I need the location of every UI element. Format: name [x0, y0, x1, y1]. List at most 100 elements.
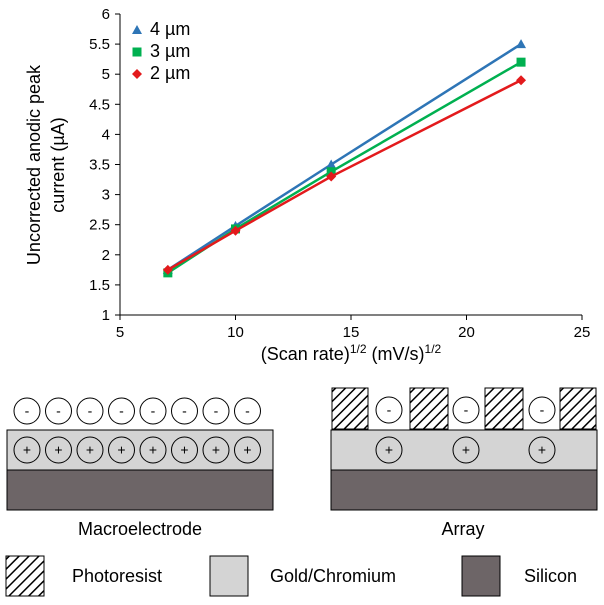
marker: [516, 75, 527, 86]
ion-sign: -: [387, 402, 392, 418]
ion: [234, 397, 261, 425]
ion: [202, 397, 230, 425]
marker: [516, 57, 526, 67]
ion-sign: -: [214, 403, 219, 419]
ion: [108, 436, 135, 464]
array-label: Array: [441, 519, 484, 539]
marker: [132, 69, 142, 79]
marker: [326, 159, 337, 169]
ion: [13, 436, 41, 464]
ion-sign: -: [151, 403, 156, 419]
ion-sign: +: [243, 442, 251, 458]
ion: [452, 396, 480, 424]
y-tick-label: 6: [102, 6, 110, 23]
marker: [516, 39, 527, 49]
ion: [139, 436, 167, 464]
legend-label: Photoresist: [72, 566, 162, 586]
ion-sign: +: [54, 442, 62, 458]
legend-label: Silicon: [524, 566, 577, 586]
photoresist: [559, 387, 597, 430]
ion-sign: +: [23, 442, 31, 458]
legend-label: 3 µm: [150, 41, 190, 61]
series-line: [167, 61, 522, 274]
ion: [45, 397, 72, 425]
silicon-layer: [330, 469, 598, 511]
series-line: [167, 43, 522, 271]
x-axis-label-part: 1/2: [350, 342, 367, 356]
diagram: Macroelectrode Array Photoresist Gold/Ch…: [5, 387, 598, 597]
ion: [202, 436, 230, 464]
x-axis-label-part: (Scan rate): [261, 344, 350, 364]
y-tick-label: 3.5: [89, 157, 110, 174]
silicon-layer: [6, 469, 274, 511]
marker: [162, 264, 173, 275]
ion: [375, 396, 403, 424]
macroelectrode-label: Macroelectrode: [78, 519, 202, 539]
y-axis-label: Uncorrected anodic peak: [24, 64, 44, 265]
ion: [171, 397, 198, 425]
ion-sign: -: [540, 402, 545, 418]
ion-sign: -: [25, 403, 30, 419]
marker: [132, 25, 142, 34]
y-tick-label: 2: [102, 247, 110, 264]
ion: [528, 396, 556, 424]
x-tick-label: 20: [458, 324, 475, 341]
y-tick-label: 5: [102, 66, 110, 83]
ion-sign: +: [86, 442, 94, 458]
marker: [132, 47, 142, 57]
ion: [139, 397, 167, 425]
ion-sign: +: [149, 442, 157, 458]
ion-sign: -: [245, 403, 250, 419]
photoresist: [331, 387, 369, 430]
ion-sign: +: [180, 442, 188, 458]
legend-label: 4 µm: [150, 19, 190, 39]
ion-sign: +: [462, 442, 470, 458]
ion: [108, 397, 135, 425]
ion-sign: -: [56, 403, 61, 419]
ion-sign: -: [182, 403, 187, 419]
y-tick-label: 4.5: [89, 96, 110, 113]
x-tick-label: 10: [227, 324, 244, 341]
ion: [45, 436, 72, 464]
y-tick-label: 4: [102, 126, 110, 143]
y-tick-label: 1.5: [89, 277, 110, 294]
y-tick-label: 2.5: [89, 217, 110, 234]
marker: [230, 225, 241, 236]
legend-label: 2 µm: [150, 63, 190, 83]
x-axis-label-part: (mV/s): [367, 344, 425, 364]
series-line: [167, 79, 522, 271]
y-axis-label: current (µA): [48, 117, 68, 212]
x-axis-label-part: 1/2: [425, 342, 442, 356]
x-tick-label: 15: [343, 324, 360, 341]
legend-label: Gold/Chromium: [270, 566, 396, 586]
ion: [76, 436, 104, 464]
photoresist: [484, 387, 524, 430]
ion: [76, 397, 104, 425]
legend-swatch: [5, 555, 45, 597]
ion-sign: -: [119, 403, 124, 419]
ion: [171, 436, 198, 464]
legend-swatch: [209, 555, 249, 597]
photoresist: [409, 387, 449, 430]
ion-sign: -: [88, 403, 93, 419]
legend-swatch: [461, 555, 501, 597]
ion: [452, 436, 480, 464]
y-tick-label: 3: [102, 187, 110, 204]
ion: [528, 436, 556, 464]
y-tick-label: 1: [102, 307, 110, 324]
y-tick-label: 5.5: [89, 36, 110, 53]
chart: 1 1.5 2 2.5 3 3.5 4 4.5 5 5.5 6 5 10 15 20 25 (Scan rate…: [24, 6, 590, 364]
ion-sign: +: [117, 442, 125, 458]
marker: [326, 171, 337, 182]
ion-sign: +: [385, 442, 393, 458]
x-tick-label: 5: [116, 324, 124, 341]
ion: [234, 436, 261, 464]
ion: [13, 397, 41, 425]
ion-sign: +: [538, 442, 546, 458]
ion-sign: +: [212, 442, 220, 458]
ion-sign: -: [464, 402, 469, 418]
x-tick-label: 25: [574, 324, 591, 341]
x-axis-label: (Scan rate)1/2 (mV/s)1/2: [261, 342, 442, 364]
